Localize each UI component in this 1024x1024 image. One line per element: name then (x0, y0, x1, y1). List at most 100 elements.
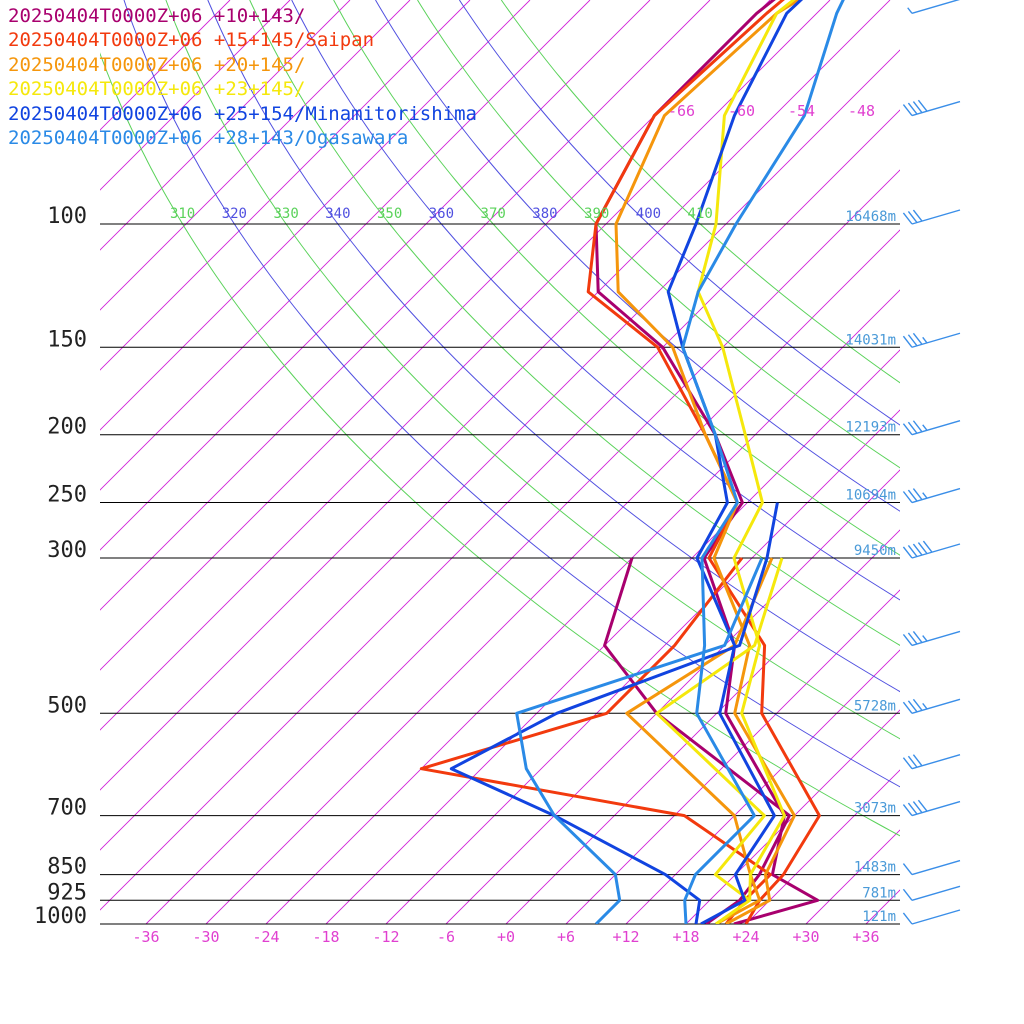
dry-adiabat-line (333, 0, 900, 556)
dry-adiabat-line (207, 0, 900, 693)
temperature-tick-label: -18 (312, 928, 339, 946)
theta-label: 320 (222, 206, 247, 222)
theta-label: 360 (429, 206, 454, 222)
height-label: 14031m (845, 332, 896, 348)
temperature-profile (696, 0, 796, 924)
isotherm-line (100, 0, 531, 431)
isotherm-lines (100, 0, 1024, 924)
isotherm-line (805, 829, 900, 924)
temperature-profile (666, 0, 804, 924)
temperature-tick-label: +30 (792, 928, 819, 946)
isotherm-line (100, 0, 651, 551)
dry-adiabat-line (375, 0, 900, 512)
temperature-tick-label: -30 (192, 928, 219, 946)
temperature-profile (681, 0, 845, 924)
isotherm-line (445, 469, 900, 924)
pressure-label: 700 (47, 796, 87, 821)
height-label: 5728m (854, 698, 896, 714)
isotherm-line (865, 889, 900, 924)
wind-barb (902, 909, 961, 925)
temperature-tick-label: +12 (612, 928, 639, 946)
isotherm-line (100, 0, 711, 611)
pressure-label: 925 (47, 880, 87, 905)
isotherm-line (100, 0, 591, 491)
isotherm-line (265, 289, 900, 924)
isotherm-top-label: -66 (668, 102, 695, 120)
dry-adiabat-line (291, 0, 900, 601)
isotherm-line (100, 0, 351, 251)
isotherm-line (986, 0, 1024, 924)
isotherm-line (100, 0, 891, 791)
temperature-tick-label: +24 (732, 928, 759, 946)
pressure-label: 1000 (34, 904, 87, 929)
isotherm-line (100, 0, 411, 311)
isotherm-top-label: -54 (788, 102, 815, 120)
legend-entry: 20250404T0000Z+06 +25+154/Minamitorishim… (8, 102, 477, 125)
pressure-label: 250 (47, 483, 87, 508)
isotherm-line (100, 0, 291, 191)
wind-barb (902, 487, 961, 504)
temperature-tick-label: +6 (557, 928, 575, 946)
wind-barb (902, 859, 961, 876)
isotherm-line (325, 349, 900, 924)
temperature-profile (614, 0, 802, 924)
temperature-tick-label: -6 (437, 928, 455, 946)
dry-adiabat-line (165, 0, 900, 740)
axis-labels: 100 16468m 150 14031m 200 12193m 250 10694m 300 9… (34, 102, 896, 946)
dewpoint-profile (515, 557, 764, 924)
wind-barb (902, 885, 961, 901)
isotherm-line (505, 529, 900, 924)
theta-label: 380 (532, 206, 557, 222)
pressure-label: 300 (47, 538, 87, 563)
isotherm-line (385, 409, 900, 924)
wind-barb (902, 99, 961, 117)
temperature-tick-label: +36 (852, 928, 879, 946)
theta-label: 400 (636, 206, 661, 222)
legend-entry: 20250404T0000Z+06 +10+143/ (8, 5, 306, 27)
dry-adiabat-lines (100, 0, 900, 837)
wind-barb (902, 209, 961, 225)
isotherm-line (205, 229, 900, 924)
wind-barb (902, 754, 961, 770)
wind-barb (902, 630, 961, 647)
pressure-label: 200 (47, 415, 87, 440)
legend-entry: 20250404T0000Z+06 +23+145/ (8, 78, 306, 101)
isotherm-line (100, 0, 771, 671)
dewpoint-profile (603, 557, 791, 924)
chart-legend: 20250404T0000Z+06 +10+143/20250404T0000Z… (8, 4, 477, 150)
theta-label: 310 (170, 206, 195, 222)
height-label: 9450m (854, 543, 896, 559)
theta-label: 370 (481, 206, 506, 222)
wind-barbs (902, 0, 961, 925)
isotherm-line (145, 169, 900, 924)
pressure-label: 150 (47, 327, 87, 352)
temperature-tick-label: -36 (132, 928, 159, 946)
dry-adiabat-line (458, 0, 900, 426)
isotherm-line (100, 0, 831, 731)
height-label: 16468m (845, 209, 896, 225)
height-label: 781m (862, 885, 896, 901)
isotherm-line (625, 649, 900, 924)
isotherm-top-label: -60 (728, 102, 755, 120)
theta-label: 330 (273, 206, 298, 222)
isotherm-line (100, 109, 900, 911)
height-label: 121m (862, 909, 896, 925)
isotherm-line (565, 589, 900, 924)
legend-entry: 20250404T0000Z+06 +15+145/Saipan (8, 29, 375, 52)
dry-adiabat-line (417, 0, 900, 469)
temperature-tick-label: -12 (372, 928, 399, 946)
dry-adiabat-line (249, 0, 900, 646)
temperature-tick-label: -24 (252, 928, 279, 946)
height-label: 10694m (845, 488, 896, 504)
wind-barb (907, 0, 961, 14)
temperature-tick-label: +0 (497, 928, 515, 946)
sounding-profiles (419, 0, 845, 924)
dry-adiabat-line (100, 52, 900, 837)
height-label: 3073m (854, 801, 896, 817)
pressure-label: 500 (47, 693, 87, 718)
theta-label: 350 (377, 206, 402, 222)
wind-barb (902, 332, 961, 348)
wind-barb (902, 420, 961, 436)
wind-barb (902, 799, 961, 817)
